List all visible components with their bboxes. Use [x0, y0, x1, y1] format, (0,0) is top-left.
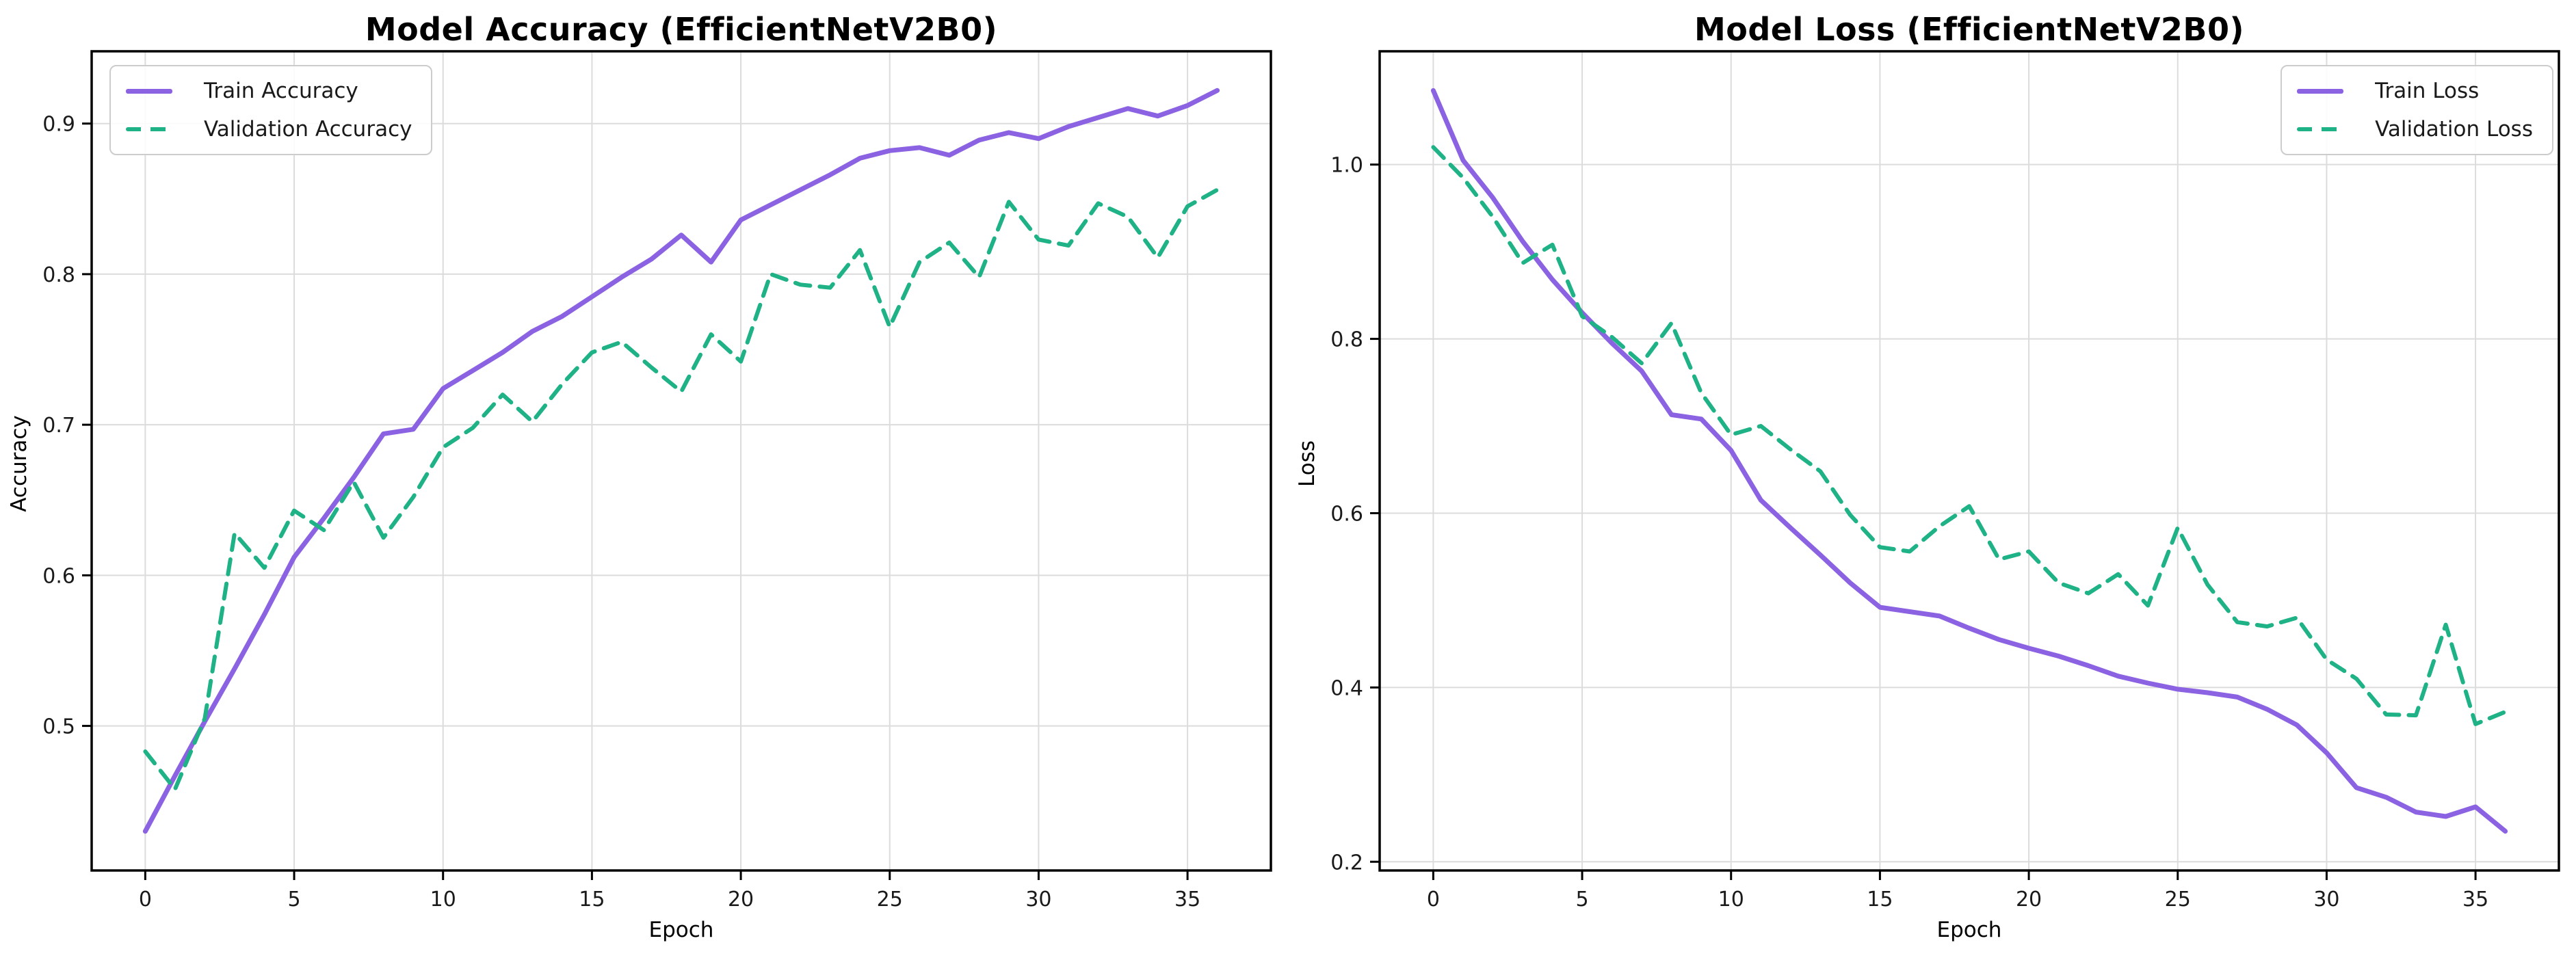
- x-axis-label: Epoch: [1936, 918, 2002, 942]
- svg-text:0.4: 0.4: [1330, 676, 1363, 700]
- svg-text:0: 0: [139, 888, 152, 912]
- legend-label: Validation Accuracy: [204, 117, 412, 142]
- svg-text:5: 5: [1575, 888, 1588, 912]
- svg-text:25: 25: [877, 888, 903, 912]
- legend-item: Train Accuracy: [126, 79, 412, 103]
- legend-label: Validation Loss: [2375, 117, 2533, 142]
- validation-line-swatch: [126, 127, 172, 131]
- train-line-swatch: [126, 88, 172, 94]
- legend-item: Validation Loss: [2297, 117, 2533, 142]
- legend: Train Accuracy Validation Accuracy: [109, 65, 433, 155]
- legend-item: Validation Accuracy: [126, 117, 412, 142]
- svg-text:10: 10: [1718, 888, 1744, 912]
- svg-text:30: 30: [2313, 888, 2339, 912]
- svg-text:0.6: 0.6: [1330, 502, 1363, 526]
- svg-text:0.6: 0.6: [42, 564, 75, 588]
- svg-text:5: 5: [287, 888, 300, 912]
- svg-text:0.5: 0.5: [42, 715, 75, 739]
- loss-plot-area: 0 5 10 15 20 25 30 35 0.2 0.4 0.6 0.8 1.0: [1330, 50, 2560, 912]
- legend: Train Loss Validation Loss: [2281, 65, 2553, 155]
- svg-text:20: 20: [728, 888, 754, 912]
- svg-text:0.8: 0.8: [42, 263, 75, 287]
- y-axis-label: Accuracy: [7, 415, 31, 512]
- chart-title: Model Accuracy (EfficientNetV2B0): [365, 11, 998, 48]
- svg-text:15: 15: [1867, 888, 1893, 912]
- accuracy-plot-area: 0 5 10 15 20 25 30 35 0.5 0.6 0.7 0.8 0.9: [42, 50, 1272, 912]
- validation-line-swatch: [2297, 127, 2344, 131]
- svg-text:0: 0: [1427, 888, 1440, 912]
- y-axis-label: Loss: [1295, 440, 1319, 487]
- legend-item: Train Loss: [2297, 79, 2533, 103]
- svg-text:10: 10: [430, 888, 456, 912]
- svg-text:0.9: 0.9: [42, 113, 75, 137]
- svg-text:15: 15: [579, 888, 605, 912]
- svg-text:25: 25: [2165, 888, 2191, 912]
- svg-text:35: 35: [1174, 888, 1200, 912]
- train-line-swatch: [2297, 88, 2344, 94]
- svg-text:35: 35: [2462, 888, 2488, 912]
- svg-text:0.2: 0.2: [1330, 851, 1363, 875]
- legend-label: Train Loss: [2375, 79, 2480, 103]
- loss-chart: 0 5 10 15 20 25 30 35 0.2 0.4 0.6 0.8 1.0 Model Loss…: [1288, 0, 2576, 958]
- accuracy-chart: 0 5 10 15 20 25 30 35 0.5 0.6 0.7 0.8 0.9 Model Accu…: [7, 11, 1272, 942]
- legend-label: Train Accuracy: [204, 79, 358, 103]
- svg-text:0.8: 0.8: [1330, 328, 1363, 352]
- svg-text:0.7: 0.7: [42, 414, 75, 438]
- x-axis-label: Epoch: [648, 918, 714, 942]
- svg-text:30: 30: [1025, 888, 1051, 912]
- svg-text:20: 20: [2016, 888, 2042, 912]
- chart-title: Model Loss (EfficientNetV2B0): [1694, 11, 2245, 48]
- svg-text:1.0: 1.0: [1330, 154, 1363, 178]
